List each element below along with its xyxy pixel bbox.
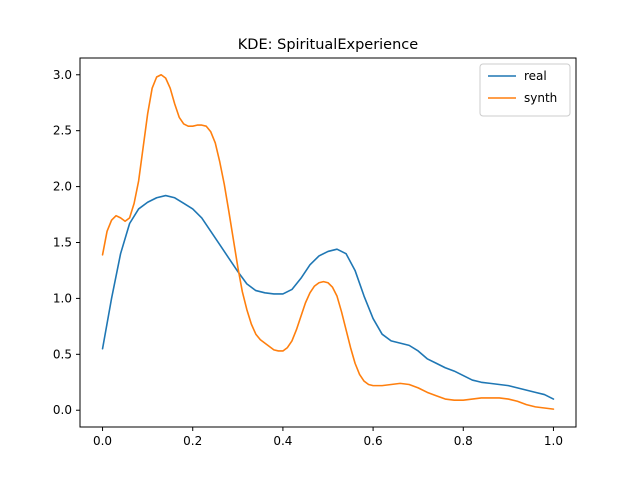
- legend: real synth: [479, 63, 571, 117]
- y-tick-label: 1.0: [53, 291, 72, 305]
- legend-box: [479, 63, 571, 117]
- y-tick-label: 0.0: [53, 403, 72, 417]
- chart-title: KDE: SpiritualExperience: [238, 37, 418, 53]
- y-tick-label: 2.5: [53, 124, 72, 138]
- x-tick-label: 0.2: [183, 434, 202, 448]
- x-tick-label: 1.0: [544, 434, 563, 448]
- x-axis: 0.0 0.2 0.4 0.6 0.8 1.0: [93, 427, 563, 448]
- x-tick-label: 0.0: [93, 434, 112, 448]
- legend-label-real: real: [524, 69, 547, 83]
- x-tick-label: 0.4: [273, 434, 292, 448]
- y-axis: 0.0 0.5 1.0 1.5 2.0 2.5 3.0: [53, 68, 80, 417]
- y-tick-label: 2.0: [53, 180, 72, 194]
- plot-area: [101, 73, 555, 410]
- series-line-synth: [101, 73, 555, 410]
- series-line-real: [101, 194, 555, 400]
- y-tick-label: 3.0: [53, 68, 72, 82]
- legend-label-synth: synth: [524, 91, 557, 105]
- x-tick-label: 0.6: [364, 434, 383, 448]
- y-tick-label: 1.5: [53, 236, 72, 250]
- y-tick-label: 0.5: [53, 347, 72, 361]
- x-tick-label: 0.8: [454, 434, 473, 448]
